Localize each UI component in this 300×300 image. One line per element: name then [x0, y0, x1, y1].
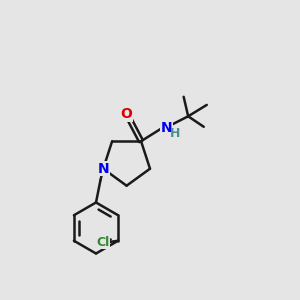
Text: Cl: Cl — [97, 236, 110, 249]
Text: N: N — [160, 121, 172, 135]
Text: H: H — [170, 127, 180, 140]
Text: O: O — [120, 107, 132, 121]
Text: N: N — [98, 162, 109, 176]
